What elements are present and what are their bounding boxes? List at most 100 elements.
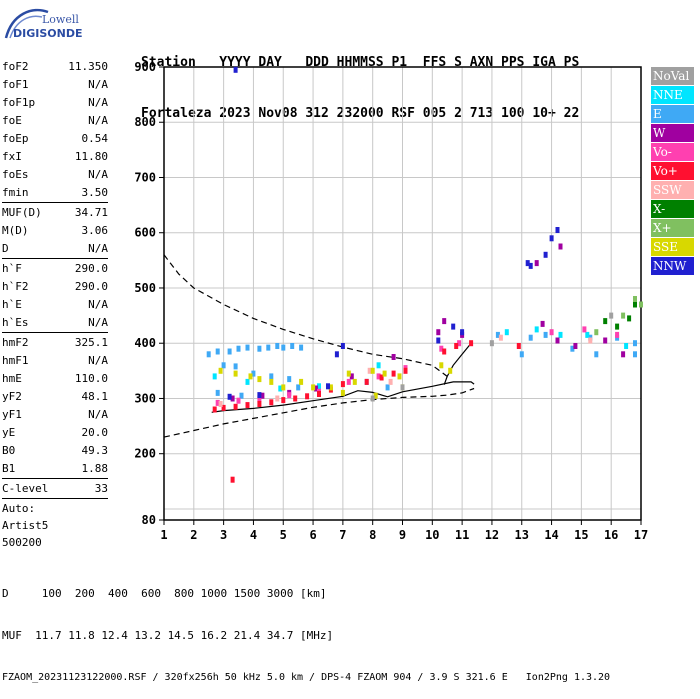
x-tick-label: 9: [399, 528, 406, 542]
param-label: h`F2: [2, 280, 29, 293]
echo-point: [615, 331, 620, 338]
x-tick-label: 5: [280, 528, 287, 542]
echo-point: [376, 362, 381, 369]
parameter-panel: foF2 11.350 foF1 N/A foF1p N/A foE N/A foEp 0.54 f…: [2, 58, 108, 551]
echo-point: [299, 344, 304, 351]
y-tick-label: 500: [134, 281, 156, 295]
echo-point: [340, 343, 345, 349]
echo-point: [489, 340, 494, 347]
echo-point: [495, 331, 500, 338]
echo-point: [588, 337, 593, 344]
echo-point: [317, 383, 321, 390]
autoscaling-info-line: Auto:: [2, 502, 36, 515]
echo-point: [317, 391, 321, 397]
echo-point: [543, 331, 548, 338]
x-tick-label: 13: [515, 528, 529, 542]
footer-muf-row: MUF 11.7 11.8 12.4 13.2 14.5 16.2 21.4 3…: [2, 629, 334, 642]
echo-point: [442, 348, 447, 355]
param-label: foEp: [2, 132, 29, 145]
model-profile-dashed-curve: [163, 254, 448, 377]
param-row-hf: h`F 290.0: [2, 260, 108, 278]
param-value: 3.50: [81, 186, 109, 199]
param-value: N/A: [88, 114, 108, 127]
echo-point: [328, 384, 333, 391]
param-value: 1.88: [81, 462, 109, 475]
echo-point: [257, 395, 262, 402]
echo-point: [215, 389, 220, 396]
autoscaling-info-line: Artist5: [2, 519, 49, 532]
logo-digisonde-text: DIGISONDE: [13, 27, 83, 40]
x-tick-label: 2: [190, 528, 197, 542]
param-row-b0: B0 49.3: [2, 442, 108, 460]
echo-point: [391, 370, 396, 377]
echo-point: [439, 345, 444, 352]
param-value: 325.1: [74, 336, 108, 349]
param-row-hmf1: hmF1 N/A: [2, 352, 108, 370]
echo-point: [621, 312, 626, 319]
param-label: foEs: [2, 168, 29, 181]
echo-point: [218, 401, 223, 407]
echo-point: [448, 367, 453, 374]
x-tick-label: 10: [425, 528, 439, 542]
legend-item-ssw: SSW: [651, 181, 694, 199]
x-tick-label: 12: [485, 528, 499, 542]
echo-point: [400, 384, 405, 391]
param-value: N/A: [88, 242, 108, 255]
param-separator: [2, 202, 108, 203]
param-value: 110.0: [74, 372, 108, 385]
param-row-md: M(D) 3.06: [2, 222, 108, 240]
echo-point: [221, 362, 226, 369]
legend-item-w: W: [651, 124, 694, 142]
echo-point: [519, 351, 524, 358]
echo-point: [609, 312, 614, 319]
echo-point: [534, 260, 539, 267]
echo-point: [299, 378, 304, 385]
y-tick-label: 300: [134, 391, 156, 405]
echo-point: [549, 329, 554, 336]
echo-point: [594, 351, 599, 358]
echo-point: [293, 395, 298, 402]
echo-point: [558, 243, 563, 250]
param-value: 20.0: [81, 426, 109, 439]
param-value: 34.71: [74, 206, 108, 219]
legend-item-noval: NoVal: [651, 67, 694, 85]
x-tick-label: 7: [339, 528, 346, 542]
x-tick-label: 1: [160, 528, 167, 542]
echo-point: [287, 392, 292, 399]
echo-point: [248, 373, 253, 380]
y-tick-label: 200: [134, 447, 156, 461]
echo-point: [296, 384, 301, 391]
echo-point: [403, 367, 408, 374]
polarization-legend: NoVal NNE E W Vo- Vo+ SSW X- X+ SSE NNW: [651, 67, 694, 276]
echo-point: [573, 343, 578, 349]
echo-point: [340, 381, 345, 388]
logo-lowell-text: Lowell: [42, 13, 79, 26]
param-row-fmin: fmin 3.50: [2, 184, 108, 202]
y-tick-label: 800: [134, 115, 156, 129]
param-row-b1: B1 1.88: [2, 460, 108, 478]
y-tick-label: 700: [134, 170, 156, 184]
echo-point: [281, 384, 286, 391]
echo-point: [245, 402, 250, 409]
param-row-hes: h`Es N/A: [2, 314, 108, 332]
echo-point: [391, 354, 396, 360]
echo-point: [504, 329, 509, 336]
param-label: M(D): [2, 224, 29, 237]
echo-point: [436, 329, 441, 336]
x-tick-label: 8: [369, 528, 376, 542]
echo-point: [627, 315, 632, 322]
echo-point: [275, 395, 280, 402]
echo-point: [451, 323, 456, 330]
param-value: N/A: [88, 408, 108, 421]
echo-point: [582, 326, 587, 333]
legend-item-vo: Vo+: [651, 162, 694, 180]
param-row-mufd: MUF(D) 34.71: [2, 204, 108, 222]
param-label: h`F: [2, 262, 22, 275]
y-tick-label: 600: [134, 226, 156, 240]
param-label: fmin: [2, 186, 29, 199]
y-tick-label: 900: [134, 60, 156, 74]
echo-point: [257, 401, 262, 407]
echo-point: [540, 320, 545, 327]
param-value: 290.0: [74, 280, 108, 293]
echo-point: [245, 344, 250, 351]
